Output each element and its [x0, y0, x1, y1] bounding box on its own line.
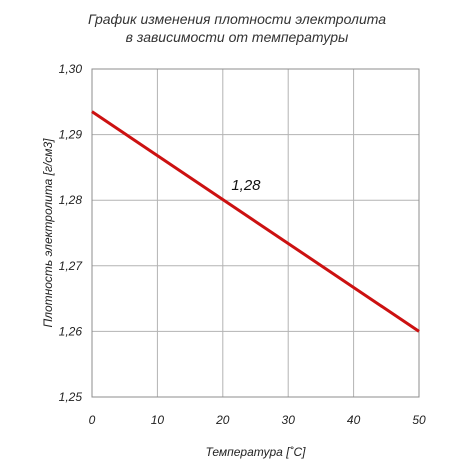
x-tick-label: 50	[412, 413, 426, 427]
grid	[91, 68, 420, 398]
plot-frame	[91, 68, 420, 398]
x-tick-label: 20	[215, 413, 230, 427]
x-tick-label: 40	[347, 413, 361, 427]
annotations: 1,28	[231, 177, 261, 194]
x-axis-label: Температура [˚С]	[205, 445, 306, 459]
chart-title: График изменения плотности электролита в …	[88, 11, 386, 45]
x-tick-label: 30	[282, 413, 296, 427]
series-group	[91, 110, 420, 333]
y-axis-label: Плотность электролита [г/см3]	[41, 138, 55, 328]
y-tick-label: 1,29	[59, 128, 83, 142]
x-tick-label: 10	[151, 413, 165, 427]
series-line	[91, 110, 420, 333]
value-annotation: 1,28	[231, 177, 261, 194]
x-tick-label: 0	[89, 413, 96, 427]
x-axis-ticks: 0 10 20 30 40 50	[89, 413, 426, 427]
chart-title-line: в зависимости от температуры	[126, 29, 349, 45]
y-tick-label: 1,26	[59, 324, 83, 338]
y-tick-label: 1,28	[59, 193, 83, 207]
y-tick-label: 1,27	[59, 259, 84, 273]
chart-title-line: График изменения плотности электролита	[88, 11, 386, 27]
y-tick-label: 1,25	[59, 390, 83, 404]
y-axis-ticks: 1,30 1,29 1,28 1,27 1,26 1,25	[59, 62, 84, 404]
y-tick-label: 1,30	[59, 62, 83, 76]
